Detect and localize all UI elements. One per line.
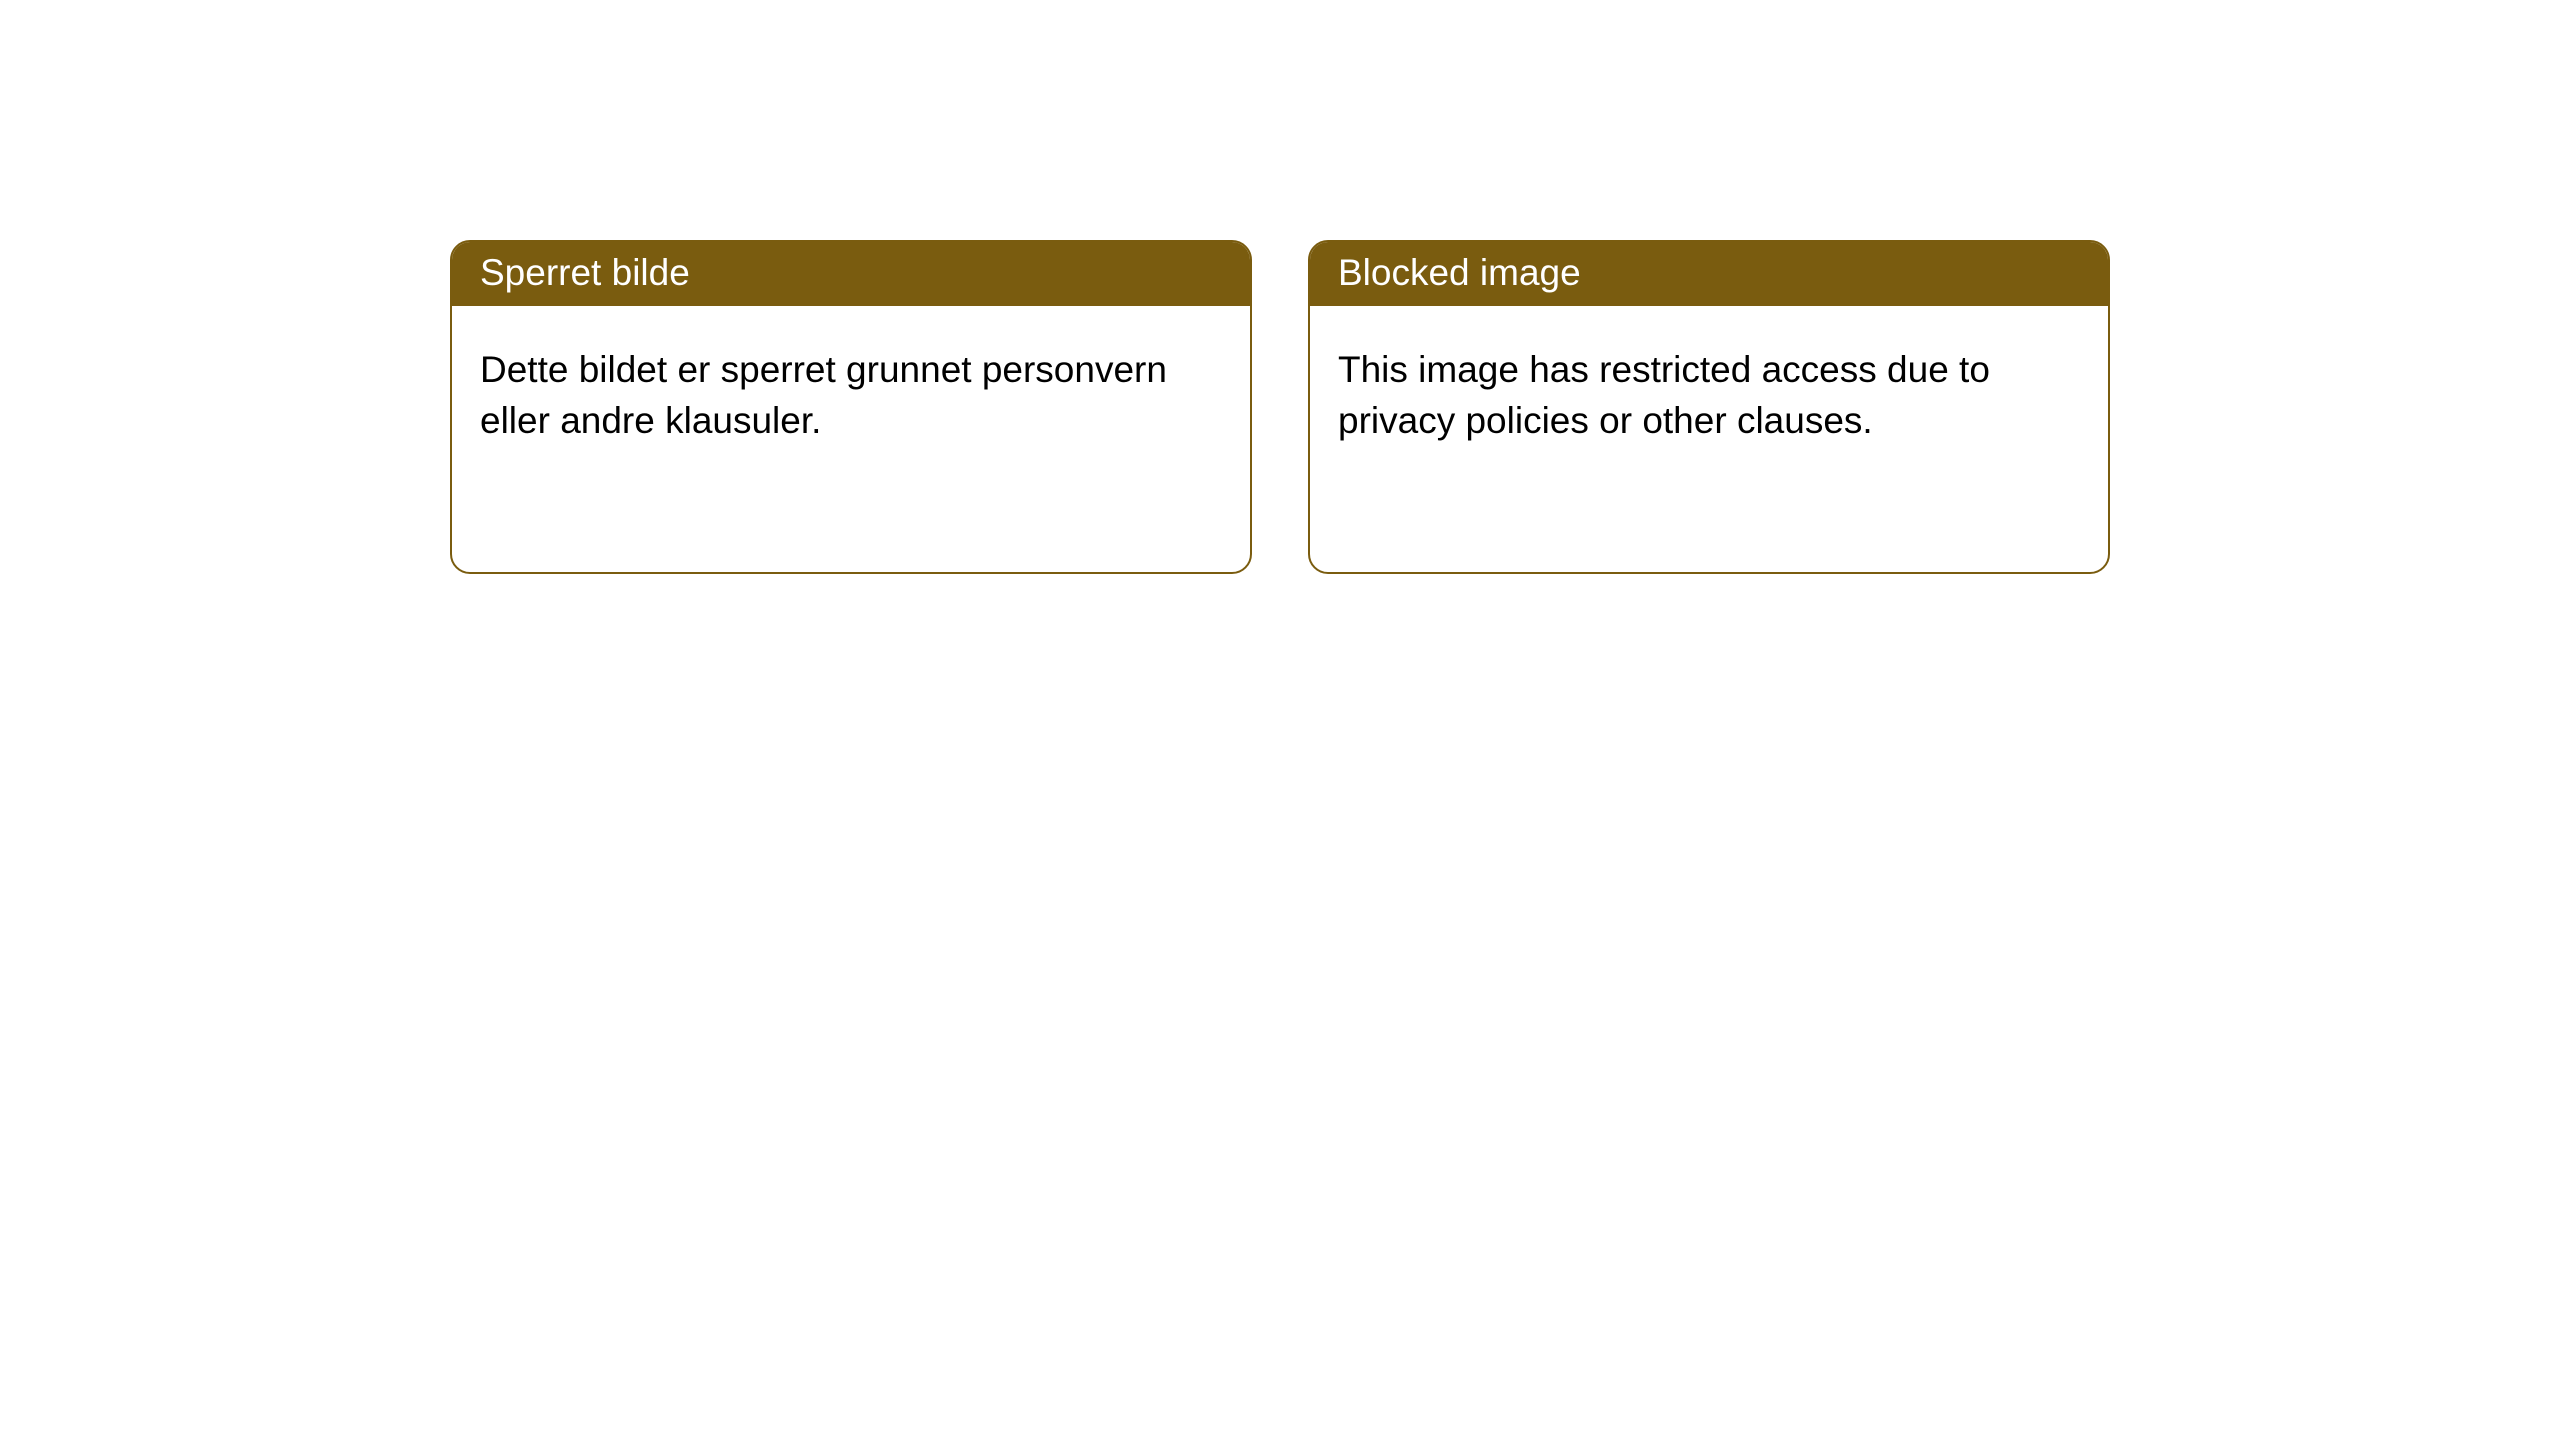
notice-header-no: Sperret bilde [452, 242, 1250, 306]
notice-body-no: Dette bildet er sperret grunnet personve… [452, 306, 1250, 484]
notice-header-en: Blocked image [1310, 242, 2108, 306]
notice-container: Sperret bilde Dette bildet er sperret gr… [0, 0, 2560, 574]
notice-body-en: This image has restricted access due to … [1310, 306, 2108, 484]
notice-card-no: Sperret bilde Dette bildet er sperret gr… [450, 240, 1252, 574]
notice-card-en: Blocked image This image has restricted … [1308, 240, 2110, 574]
